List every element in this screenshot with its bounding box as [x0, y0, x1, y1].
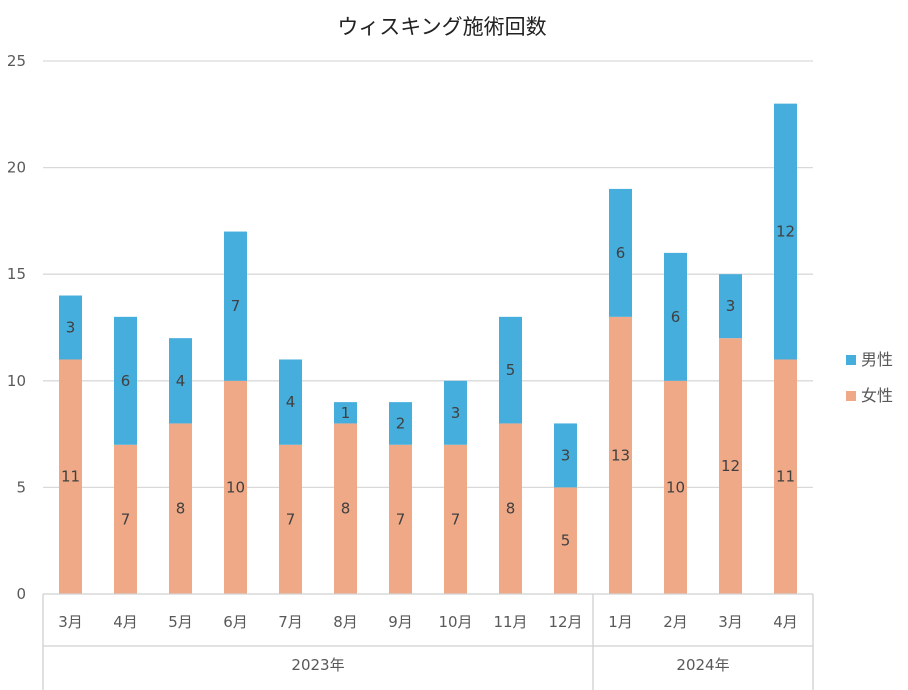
bar-male [224, 231, 247, 381]
legend-swatch [846, 391, 856, 401]
bar-male [719, 274, 742, 339]
x-tick-label: 1月 [608, 613, 633, 631]
data-label: 7 [286, 510, 296, 528]
data-label: 12 [721, 457, 740, 475]
data-label: 6 [121, 372, 131, 390]
bar-female [59, 359, 82, 594]
bar-female [554, 487, 577, 594]
bar-male [114, 316, 137, 445]
legend-label: 女性 [861, 386, 893, 405]
bar-female [774, 359, 797, 594]
group-label: 2023年 [291, 656, 344, 674]
data-label: 3 [451, 404, 461, 422]
data-label: 6 [616, 244, 626, 262]
bar-male [554, 423, 577, 488]
data-label: 8 [506, 500, 516, 518]
bar-male [389, 402, 412, 445]
x-tick-label: 12月 [548, 613, 582, 631]
bar-male [334, 402, 357, 424]
x-tick-label: 4月 [773, 613, 798, 631]
data-label: 5 [506, 361, 516, 379]
x-axis: 3月 4月 5月 6月 7月 8月 9月 10月 11月 12月 1月 2月 3月 4月 2023年 2024… [42, 593, 814, 690]
data-label: 4 [286, 393, 296, 411]
data-label: 12 [776, 223, 795, 241]
bars [59, 103, 797, 594]
x-tick-label: 3月 [58, 613, 83, 631]
group-label: 2024年 [676, 656, 729, 674]
data-label: 10 [226, 478, 245, 496]
data-label: 7 [231, 297, 241, 315]
gridlines [43, 60, 813, 489]
bar-male [444, 380, 467, 445]
x-tick-label: 4月 [113, 613, 138, 631]
x-tick-label: 3月 [718, 613, 743, 631]
x-tick-label: 2月 [663, 613, 688, 631]
bar-female [609, 316, 632, 594]
x-tick-label: 10月 [438, 613, 472, 631]
data-label: 7 [451, 510, 461, 528]
bar-male [774, 103, 797, 360]
data-label: 8 [341, 500, 351, 518]
data-label: 7 [396, 510, 406, 528]
bar-female [224, 380, 247, 594]
y-tick-label: 25 [7, 52, 26, 70]
data-label: 10 [666, 478, 685, 496]
x-tick-label: 5月 [168, 613, 193, 631]
legend-label: 男性 [861, 350, 893, 369]
data-label: 2 [396, 414, 406, 432]
x-tick-label: 7月 [278, 613, 303, 631]
y-tick-label: 10 [7, 372, 26, 390]
y-tick-label: 0 [16, 585, 26, 603]
data-label: 3 [726, 297, 736, 315]
bar-male [609, 188, 632, 317]
bar-female [389, 444, 412, 594]
data-label: 8 [176, 500, 186, 518]
bar-female [114, 444, 137, 594]
bar-female [664, 380, 687, 594]
x-tick-label: 11月 [493, 613, 527, 631]
x-tick-label: 6月 [223, 613, 248, 631]
data-label: 7 [121, 510, 131, 528]
x-tick-label: 8月 [333, 613, 358, 631]
data-label: 6 [671, 308, 681, 326]
data-label: 11 [61, 468, 80, 486]
data-label: 4 [176, 372, 186, 390]
bar-male [499, 316, 522, 424]
y-tick-label: 20 [7, 159, 26, 177]
data-label: 3 [561, 446, 571, 464]
data-label: 13 [611, 446, 630, 464]
data-label: 11 [776, 468, 795, 486]
data-label: 3 [66, 319, 76, 337]
data-label: 5 [561, 532, 571, 550]
y-axis: 0 5 10 15 20 25 [7, 52, 26, 603]
bar-female [334, 423, 357, 594]
bar-female [279, 444, 302, 594]
y-tick-label: 15 [7, 265, 26, 283]
legend-swatch [846, 355, 856, 365]
bar-male [169, 338, 192, 424]
x-tick-label: 9月 [388, 613, 413, 631]
bar-male [664, 252, 687, 381]
bar-male [279, 359, 302, 445]
bar-female [719, 338, 742, 594]
bar-female [169, 423, 192, 594]
data-label: 1 [341, 404, 351, 422]
bar-female [444, 444, 467, 594]
bar-male [59, 295, 82, 360]
chart-title: ウィスキング施術回数 [337, 15, 546, 39]
y-tick-label: 5 [16, 478, 26, 496]
bar-female [499, 423, 522, 594]
